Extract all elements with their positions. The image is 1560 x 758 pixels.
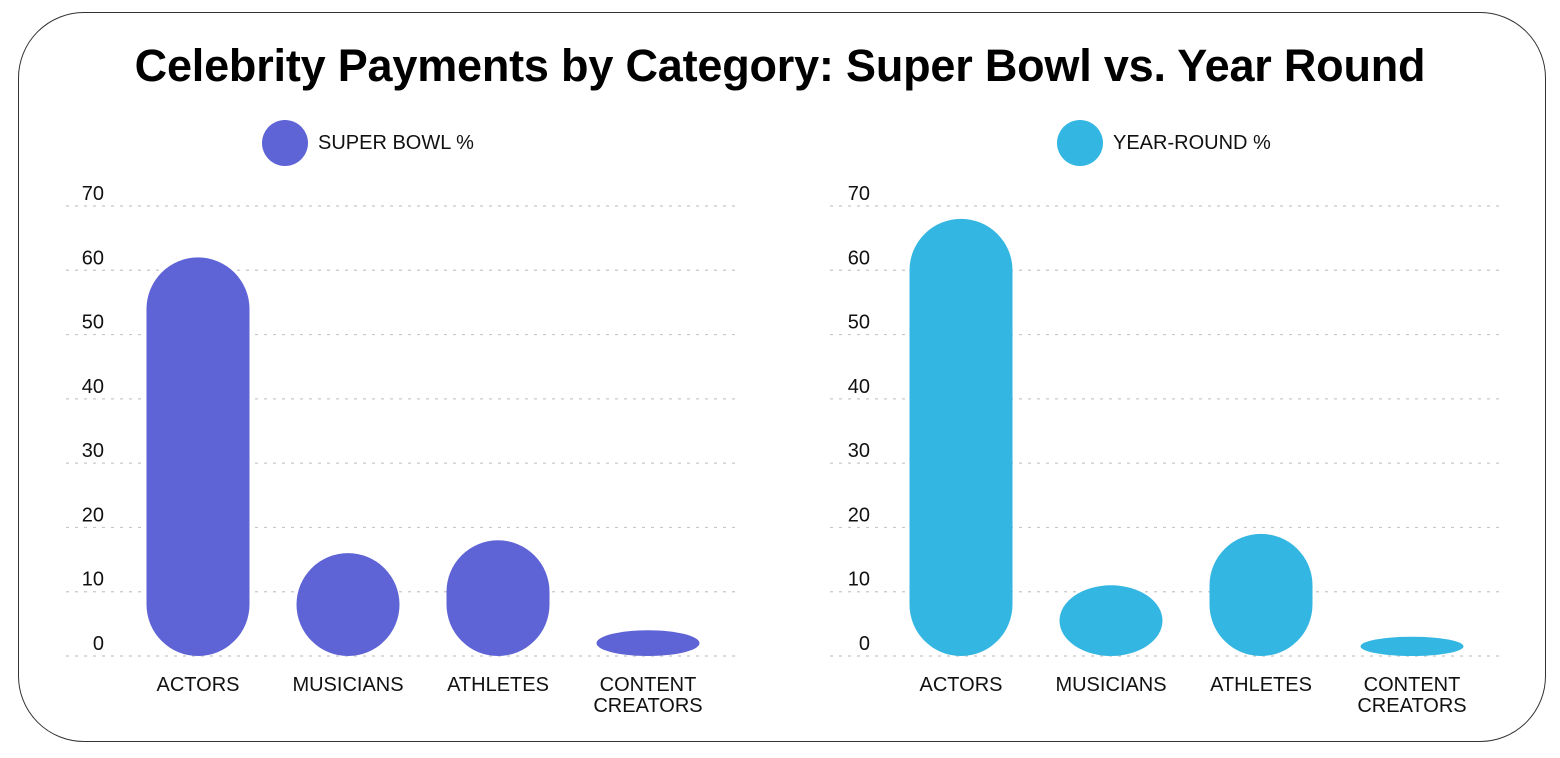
- year-round-ytick-label: 50: [848, 312, 870, 334]
- super-bowl-category-label: ATHLETES: [447, 674, 549, 696]
- super-bowl-category-label: CONTENT CREATORS: [593, 674, 702, 717]
- super-bowl-bar: [596, 630, 700, 656]
- year-round-bar: [1360, 636, 1464, 656]
- year-round-ytick-label: 10: [848, 569, 870, 591]
- super-bowl-category-label: ACTORS: [157, 674, 240, 696]
- year-round-ytick-label: 30: [848, 440, 870, 462]
- year-round-category-label: ACTORS: [920, 674, 1003, 696]
- year-round-ytick-label: 20: [848, 504, 870, 526]
- legend-swatch-super-bowl: [262, 120, 308, 166]
- super-bowl-ytick-label: 70: [82, 183, 104, 205]
- legend-year-round: YEAR-ROUND %: [1057, 120, 1271, 166]
- year-round-ytick-label: 0: [859, 633, 870, 655]
- chart-title: Celebrity Payments by Category: Super Bo…: [134, 40, 1426, 91]
- super-bowl-bar: [146, 257, 250, 656]
- super-bowl-bar: [446, 540, 550, 656]
- year-round-ytick-label: 70: [848, 183, 870, 205]
- super-bowl-ytick-label: 20: [82, 504, 104, 526]
- year-round-category-label: ATHLETES: [1210, 674, 1312, 696]
- super-bowl-bar: [296, 553, 400, 656]
- super-bowl-ytick-label: 0: [93, 633, 104, 655]
- super-bowl-ytick-label: 60: [82, 247, 104, 269]
- year-round-bar: [1209, 533, 1313, 656]
- year-round-bar: [1059, 585, 1163, 656]
- legend-super-bowl: SUPER BOWL %: [262, 120, 474, 166]
- year-round-category-label: MUSICIANS: [1055, 674, 1166, 696]
- year-round-category-label: CONTENT CREATORS: [1357, 674, 1466, 717]
- super-bowl-category-label: MUSICIANS: [292, 674, 403, 696]
- year-round-ytick-label: 40: [848, 376, 870, 398]
- super-bowl-ytick-label: 50: [82, 312, 104, 334]
- legend-swatch-year-round: [1057, 120, 1103, 166]
- super-bowl-ytick-label: 40: [82, 376, 104, 398]
- super-bowl-ytick-label: 30: [82, 440, 104, 462]
- legend-label-year-round: YEAR-ROUND %: [1113, 131, 1271, 154]
- year-round-ytick-label: 60: [848, 247, 870, 269]
- super-bowl-ytick-label: 10: [82, 569, 104, 591]
- legend-label-super-bowl: SUPER BOWL %: [318, 131, 474, 154]
- year-round-bar: [909, 218, 1013, 656]
